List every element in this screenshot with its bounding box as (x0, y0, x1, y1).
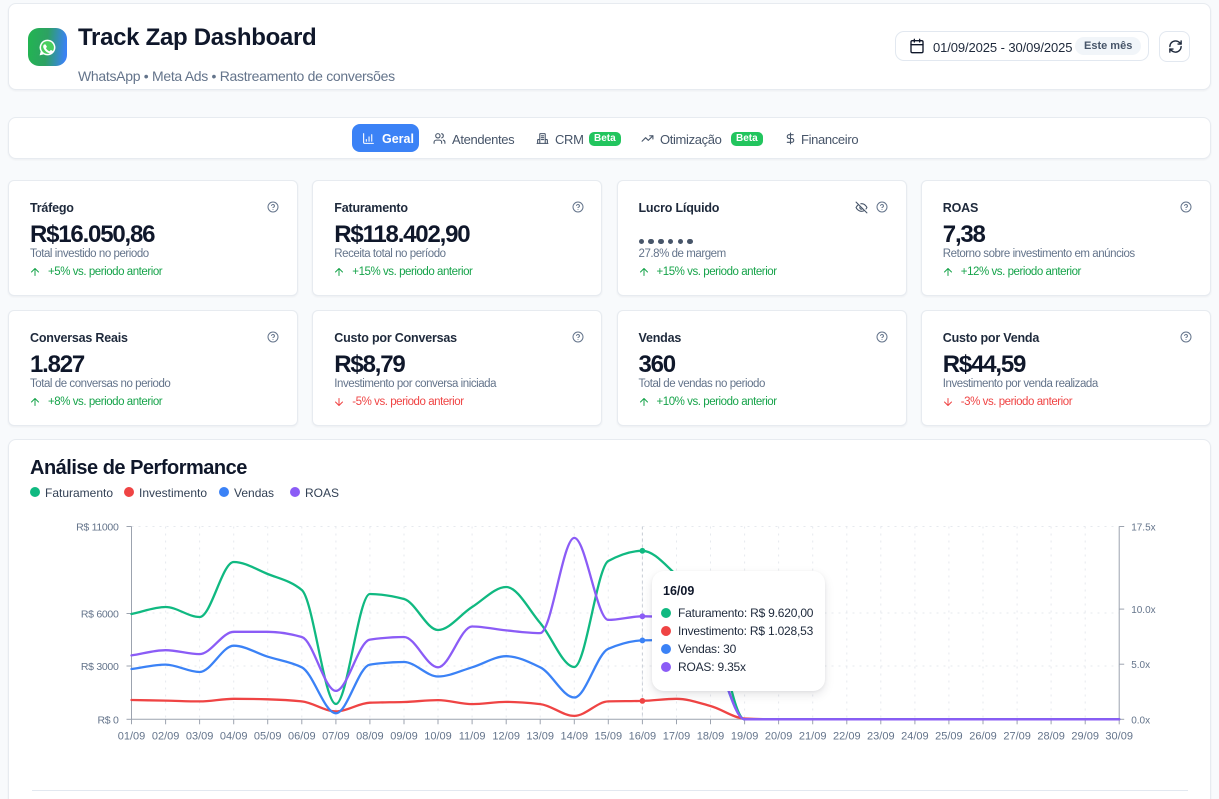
svg-text:0.0x: 0.0x (1131, 715, 1150, 726)
svg-text:5.0x: 5.0x (1131, 660, 1150, 671)
svg-text:R$ 11000: R$ 11000 (76, 522, 119, 534)
svg-text:19/09: 19/09 (731, 731, 759, 743)
svg-text:20/09: 20/09 (765, 731, 793, 743)
svg-text:23/09: 23/09 (867, 731, 895, 743)
svg-text:09/09: 09/09 (390, 731, 418, 743)
svg-text:11/09: 11/09 (459, 731, 486, 743)
svg-text:R$ 3000: R$ 3000 (81, 661, 119, 673)
svg-text:05/09: 05/09 (254, 731, 282, 743)
svg-text:21/09: 21/09 (799, 731, 827, 743)
svg-text:25/09: 25/09 (935, 731, 963, 743)
svg-text:10/09: 10/09 (424, 731, 452, 743)
svg-text:R$ 6000: R$ 6000 (81, 609, 119, 621)
svg-text:08/09: 08/09 (356, 731, 384, 743)
svg-text:29/09: 29/09 (1071, 731, 1099, 743)
svg-text:28/09: 28/09 (1037, 731, 1065, 743)
svg-text:07/09: 07/09 (322, 731, 350, 743)
svg-text:27/09: 27/09 (1003, 731, 1031, 743)
svg-text:15/09: 15/09 (595, 731, 623, 743)
svg-text:02/09: 02/09 (152, 731, 180, 743)
svg-text:R$ 0: R$ 0 (98, 714, 119, 726)
svg-text:17.5x: 17.5x (1131, 523, 1155, 534)
svg-text:13/09: 13/09 (526, 731, 554, 743)
svg-text:04/09: 04/09 (220, 731, 248, 743)
svg-text:26/09: 26/09 (969, 731, 997, 743)
svg-text:24/09: 24/09 (901, 731, 929, 743)
svg-text:14/09: 14/09 (561, 731, 589, 743)
svg-text:17/09: 17/09 (663, 731, 691, 743)
svg-text:30/09: 30/09 (1105, 731, 1133, 743)
svg-text:16/09: 16/09 (629, 731, 657, 743)
svg-text:03/09: 03/09 (186, 731, 214, 743)
svg-text:18/09: 18/09 (697, 731, 725, 743)
svg-text:22/09: 22/09 (833, 731, 861, 743)
svg-text:10.0x: 10.0x (1131, 605, 1155, 616)
svg-text:06/09: 06/09 (288, 731, 316, 743)
svg-text:01/09: 01/09 (118, 731, 146, 743)
svg-text:12/09: 12/09 (492, 731, 520, 743)
